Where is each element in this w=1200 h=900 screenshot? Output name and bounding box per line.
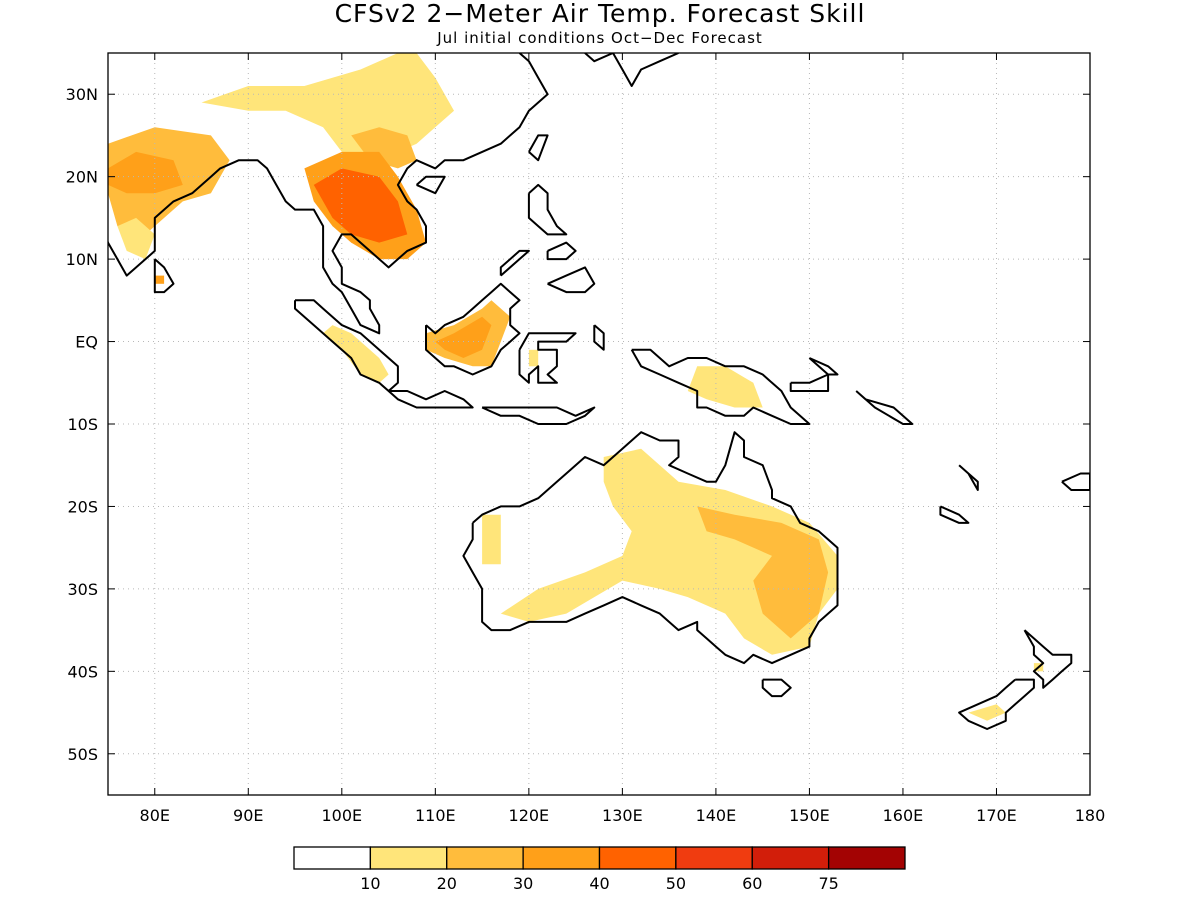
lon-tick-label: 100E bbox=[321, 806, 362, 825]
coastline-hainan bbox=[415, 175, 446, 195]
coastline-nz-north bbox=[1023, 629, 1073, 689]
lat-tick-label: 20S bbox=[67, 497, 98, 516]
lon-tick-label: 120E bbox=[509, 806, 550, 825]
skill-region-south-india bbox=[117, 217, 155, 260]
skill-region-e-australia bbox=[500, 448, 838, 655]
lat-tick-label: 10S bbox=[67, 415, 98, 434]
coastline-vanuatu bbox=[958, 464, 979, 491]
lon-tick-label: 160E bbox=[883, 806, 924, 825]
skill-region-e-australia-core bbox=[697, 506, 829, 639]
lon-tick-label: 170E bbox=[976, 806, 1017, 825]
colorbar-label: 60 bbox=[742, 874, 762, 893]
coastline-new-ireland bbox=[808, 357, 839, 376]
colorbar-label: 10 bbox=[360, 874, 380, 893]
coastline-philippines-visayas bbox=[546, 241, 577, 261]
colorbar-swatch bbox=[293, 846, 372, 870]
lon-tick-label: 110E bbox=[415, 806, 456, 825]
lon-tick-label: 80E bbox=[140, 806, 170, 825]
coastline-lesser-sunda bbox=[481, 406, 596, 425]
skill-region-se-australia bbox=[762, 572, 791, 622]
coastline-sri-lanka bbox=[153, 258, 175, 294]
coastline-asia-mainland bbox=[108, 53, 549, 335]
lat-tick-label: 40S bbox=[67, 662, 98, 681]
skill-region-sri-lanka bbox=[154, 275, 165, 284]
coastline-korea-japan bbox=[584, 53, 679, 87]
skill-region-nw-australia bbox=[482, 514, 501, 565]
coastline-new-caledonia bbox=[939, 505, 970, 524]
colorbar: 10 20 30 40 50 60 75 bbox=[293, 846, 906, 893]
coastline-philippines-luzon bbox=[527, 183, 568, 236]
coastline-new-guinea bbox=[630, 348, 811, 425]
coastline-sulawesi bbox=[518, 332, 577, 384]
coastline-new-britain bbox=[789, 373, 830, 392]
lon-tick-label: 90E bbox=[233, 806, 263, 825]
skill-region-india-core bbox=[108, 151, 183, 194]
skill-region-south-china bbox=[351, 127, 417, 169]
lat-tick-label: 50S bbox=[67, 745, 98, 764]
colorbar-swatch bbox=[751, 846, 830, 870]
skill-region-sulawesi bbox=[528, 349, 539, 367]
colorbar-swatch bbox=[827, 846, 906, 870]
lat-tick-label: EQ bbox=[75, 333, 98, 352]
coastline-sumatra bbox=[294, 299, 399, 392]
colorbar-label: 40 bbox=[589, 874, 609, 893]
colorbar-swatch bbox=[446, 846, 524, 870]
colorbar-swatch bbox=[522, 846, 601, 870]
graticule bbox=[108, 53, 1090, 795]
coastline-australia bbox=[462, 431, 839, 665]
lon-tick-label: 140E bbox=[696, 806, 737, 825]
skill-region-borneo-core bbox=[435, 316, 492, 358]
skill-shading-layer bbox=[108, 53, 1044, 721]
colorbar-label: 75 bbox=[818, 874, 838, 893]
coastline-solomon bbox=[855, 390, 914, 425]
skill-region-indochina-core bbox=[313, 168, 408, 243]
coastline-palawan bbox=[499, 249, 530, 277]
skill-region-sumatra bbox=[323, 325, 389, 383]
coastline-nz-south bbox=[958, 678, 1035, 730]
page-title: CFSv2 2−Meter Air Temp. Forecast Skill bbox=[334, 0, 866, 28]
skill-region-himalaya-tibet bbox=[201, 53, 454, 161]
coastline-layer bbox=[108, 53, 1090, 730]
coastline-java bbox=[387, 390, 474, 409]
lat-tick-label: 10N bbox=[66, 250, 98, 269]
lon-tick-label: 180 bbox=[1075, 806, 1106, 825]
axis-ticks: 30N 20N 10N EQ 10S 20S 30S 40S 50S 80E 90E 100E 110E… bbox=[66, 53, 1106, 825]
coastline-taiwan bbox=[528, 134, 549, 162]
lat-tick-label: 20N bbox=[66, 168, 98, 187]
colorbar-label: 50 bbox=[666, 874, 686, 893]
coastline-philippines-mindanao bbox=[547, 266, 596, 294]
colorbar-label: 20 bbox=[437, 874, 457, 893]
lon-tick-label: 130E bbox=[602, 806, 643, 825]
colorbar-label: 30 bbox=[513, 874, 533, 893]
colorbar-swatch bbox=[369, 846, 448, 870]
coastline-fiji bbox=[1061, 472, 1090, 491]
skill-region-new-guinea bbox=[687, 366, 763, 408]
colorbar-swatch bbox=[675, 846, 753, 870]
colorbar-swatch bbox=[598, 846, 677, 870]
coastline-halmahera bbox=[593, 324, 605, 351]
lat-tick-label: 30N bbox=[66, 85, 98, 104]
lon-tick-label: 150E bbox=[789, 806, 830, 825]
page-subtitle: Jul initial conditions Oct−Dec Forecast bbox=[437, 29, 763, 47]
coastline-tasmania bbox=[761, 678, 792, 698]
coastline-borneo bbox=[425, 282, 521, 376]
lat-tick-label: 30S bbox=[67, 580, 98, 599]
